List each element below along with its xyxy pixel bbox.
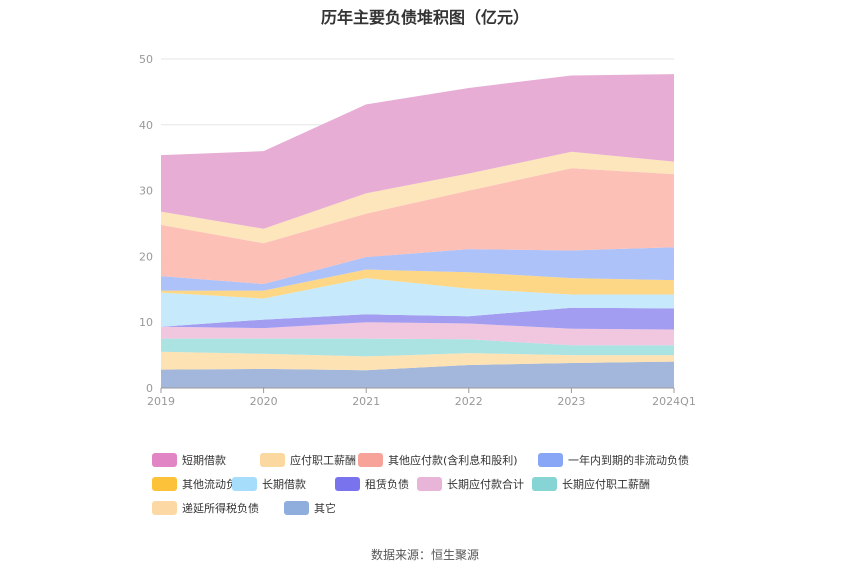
area-series [161, 278, 674, 327]
legend-item[interactable]: 长期应付款合计 [417, 476, 532, 492]
area-series [161, 307, 674, 330]
area-series [161, 322, 674, 346]
legend-item[interactable]: 长期应付职工薪酬 [532, 476, 650, 492]
y-tick-label: 30 [139, 185, 153, 198]
legend-item[interactable]: 递延所得税负债 [152, 500, 284, 516]
legend-label: 长期借款 [262, 478, 306, 491]
area-series [161, 168, 674, 285]
y-tick-label: 10 [139, 316, 153, 329]
legend-label: 其他流动负债 [182, 478, 248, 491]
area-series [161, 151, 674, 244]
x-tick-label: 2024Q1 [652, 395, 696, 408]
x-tick-label: 2021 [352, 395, 380, 408]
x-tick-label: 2020 [250, 395, 278, 408]
legend-item[interactable]: 其它 [284, 500, 336, 516]
legend-swatch [358, 453, 383, 467]
legend-swatch [152, 453, 177, 467]
area-series [161, 361, 674, 388]
y-tick-label: 20 [139, 250, 153, 263]
legend-row: 递延所得税负债 其它 [152, 496, 722, 520]
legend-swatch [532, 477, 557, 491]
legend-swatch [232, 477, 257, 491]
x-tick-label: 2022 [455, 395, 483, 408]
legend-row: 其他流动负债 长期借款 租赁负债 长期应付款合计 长期应付职工薪酬 [152, 472, 722, 496]
y-tick-label: 0 [146, 382, 153, 395]
legend-label: 应付职工薪酬 [290, 454, 356, 467]
y-tick-label: 50 [139, 53, 153, 66]
data-source-note: 数据来源：恒生聚源 [370, 548, 479, 562]
legend-item[interactable]: 长期借款 [232, 476, 335, 492]
legend-item[interactable]: 其他流动负债 [152, 476, 248, 492]
legend-label: 租赁负债 [365, 478, 409, 491]
area-series [161, 74, 674, 229]
legend-label: 其它 [314, 502, 336, 515]
x-tick-label: 2019 [147, 395, 175, 408]
legend-label: 长期应付职工薪酬 [562, 478, 650, 491]
area-series [161, 351, 674, 371]
y-tick-label: 40 [139, 119, 153, 132]
legend-item[interactable]: 短期借款 [152, 452, 260, 468]
area-series [161, 247, 674, 291]
chart-legend: 短期借款 应付职工薪酬 其他应付款(含利息和股利) 一年内到期的非流动负债其他流动负债… [152, 448, 722, 520]
legend-item[interactable]: 租赁负债 [335, 476, 417, 492]
legend-swatch [260, 453, 285, 467]
legend-swatch [417, 477, 442, 491]
legend-item[interactable]: 一年内到期的非流动负债 [538, 452, 689, 468]
stacked-area-chart: 0 10 20 30 40 50 2019 2020 2021 2022 2023 2024Q1 [139, 53, 696, 408]
area-series [161, 269, 674, 299]
legend-label: 长期应付款合计 [447, 478, 524, 491]
area-series [161, 338, 674, 357]
legend-swatch [538, 453, 563, 467]
legend-item[interactable]: 应付职工薪酬 [260, 452, 358, 468]
legend-swatch [335, 477, 360, 491]
legend-item[interactable]: 其他应付款(含利息和股利) [358, 452, 538, 468]
legend-label: 短期借款 [182, 454, 226, 467]
legend-label: 递延所得税负债 [182, 502, 259, 515]
legend-swatch [152, 501, 177, 515]
chart-title: 历年主要负债堆积图（亿元） [320, 8, 529, 27]
x-tick-label: 2023 [557, 395, 585, 408]
legend-label: 其他应付款(含利息和股利) [388, 454, 518, 467]
legend-swatch [152, 477, 177, 491]
legend-swatch [284, 501, 309, 515]
legend-row: 短期借款 应付职工薪酬 其他应付款(含利息和股利) 一年内到期的非流动负债 [152, 448, 722, 472]
legend-label: 一年内到期的非流动负债 [568, 454, 689, 467]
